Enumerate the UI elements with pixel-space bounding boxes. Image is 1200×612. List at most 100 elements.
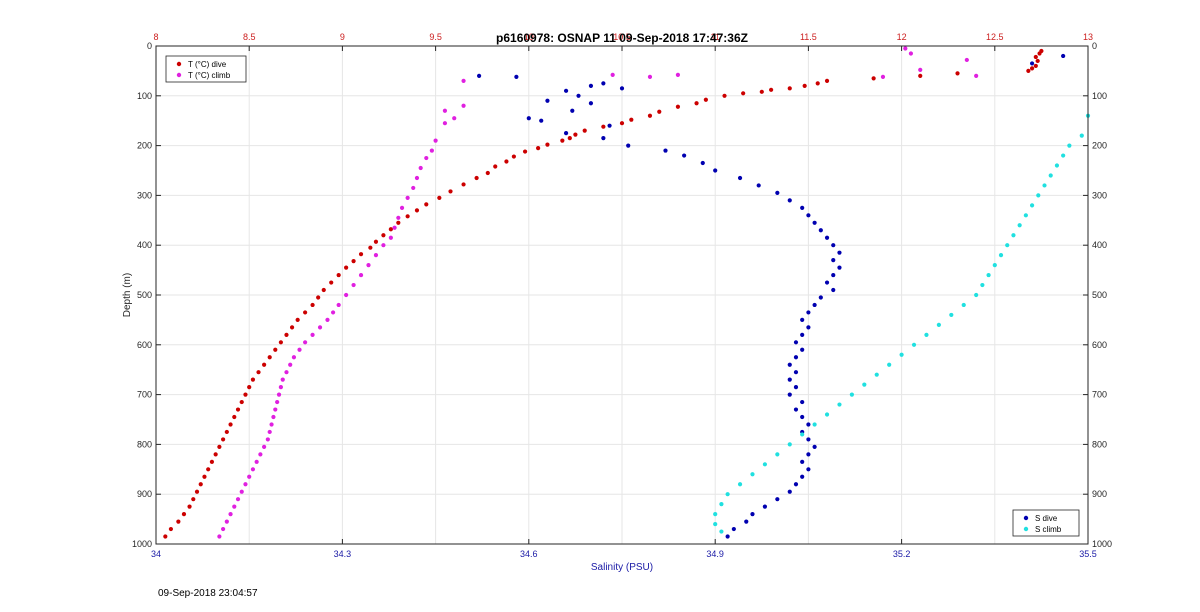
data-point bbox=[675, 72, 681, 77]
data-point bbox=[232, 504, 237, 509]
data-point bbox=[762, 504, 768, 509]
data-point bbox=[961, 302, 966, 308]
data-point bbox=[787, 392, 792, 397]
data-point bbox=[209, 459, 215, 464]
data-point bbox=[787, 442, 792, 447]
data-point bbox=[228, 512, 233, 517]
data-point bbox=[414, 208, 420, 213]
data-point bbox=[626, 143, 631, 148]
data-point bbox=[262, 362, 267, 367]
data-point bbox=[911, 342, 917, 347]
data-point bbox=[560, 138, 565, 143]
data-point bbox=[787, 489, 792, 494]
ticks: 34 34.3 34.6 34.9 35.2 35.5 8 8.5 9 9.5 10 10.5 11 11… bbox=[132, 32, 1112, 559]
data-point bbox=[373, 253, 379, 258]
data-point bbox=[806, 467, 811, 472]
data-point bbox=[986, 272, 991, 278]
data-point bbox=[831, 287, 836, 293]
data-point bbox=[769, 87, 774, 92]
data-point bbox=[800, 399, 805, 405]
x-tick-label: 34.9 bbox=[706, 549, 724, 559]
data-point bbox=[539, 118, 544, 123]
data-point bbox=[964, 57, 969, 63]
data-point bbox=[194, 489, 200, 494]
data-point bbox=[1037, 51, 1042, 56]
data-point bbox=[812, 422, 817, 427]
data-point bbox=[526, 116, 531, 121]
data-point bbox=[567, 136, 572, 141]
data-point bbox=[1029, 61, 1035, 66]
data-point bbox=[381, 243, 386, 248]
data-point bbox=[295, 317, 300, 322]
data-point bbox=[213, 452, 218, 457]
data-point bbox=[267, 355, 272, 360]
x-tick-label: 35.5 bbox=[1079, 549, 1097, 559]
data-point bbox=[418, 165, 423, 171]
data-point bbox=[862, 382, 867, 387]
x2-tick-label: 10.5 bbox=[613, 32, 631, 42]
data-point bbox=[163, 534, 168, 539]
data-point bbox=[265, 437, 270, 442]
y-tick-label-right: 500 bbox=[1092, 290, 1107, 300]
data-point bbox=[284, 332, 289, 337]
data-point bbox=[254, 459, 259, 464]
data-point bbox=[719, 529, 724, 534]
data-point bbox=[759, 89, 764, 94]
legend-t-dive-label: T (°C) dive bbox=[188, 60, 227, 69]
data-point bbox=[918, 73, 923, 78]
data-point bbox=[310, 302, 315, 308]
data-point bbox=[713, 512, 718, 517]
y-tick-label-left: 400 bbox=[137, 240, 152, 250]
data-point bbox=[800, 432, 805, 437]
data-point bbox=[725, 492, 730, 497]
data-point bbox=[284, 370, 289, 375]
data-point bbox=[388, 235, 393, 240]
data-point bbox=[800, 459, 805, 464]
data-point bbox=[176, 519, 181, 524]
data-point bbox=[217, 534, 222, 539]
data-point bbox=[504, 159, 509, 164]
data-point bbox=[831, 258, 836, 263]
data-point bbox=[262, 444, 267, 449]
data-point bbox=[424, 202, 429, 207]
data-point bbox=[570, 108, 575, 113]
data-point bbox=[563, 131, 569, 136]
data-point bbox=[793, 355, 799, 360]
data-point bbox=[485, 170, 490, 176]
data-point bbox=[824, 280, 830, 285]
series-2 bbox=[476, 53, 1066, 539]
x2-tick-label: 8.5 bbox=[243, 32, 256, 42]
data-point bbox=[344, 265, 349, 270]
data-point bbox=[812, 220, 817, 225]
data-point bbox=[793, 482, 799, 487]
data-point bbox=[275, 399, 280, 405]
y-tick-label-left: 800 bbox=[137, 439, 152, 449]
data-point bbox=[619, 86, 625, 91]
data-point bbox=[405, 195, 410, 200]
data-point bbox=[601, 136, 606, 141]
data-point bbox=[601, 81, 606, 86]
data-point bbox=[181, 512, 187, 517]
data-point bbox=[806, 422, 811, 427]
data-point bbox=[1048, 173, 1053, 178]
data-point bbox=[522, 149, 528, 154]
data-point bbox=[235, 497, 241, 502]
data-point bbox=[228, 422, 233, 427]
data-point bbox=[903, 46, 908, 51]
legend-s-dive-label: S dive bbox=[1035, 514, 1058, 523]
data-point bbox=[437, 195, 442, 200]
series-layer bbox=[163, 46, 1091, 539]
data-point bbox=[256, 370, 261, 375]
data-point bbox=[750, 512, 755, 517]
data-point bbox=[448, 189, 453, 194]
data-point bbox=[358, 272, 364, 278]
y-tick-label-left: 300 bbox=[137, 190, 152, 200]
data-point bbox=[607, 123, 612, 128]
data-point bbox=[806, 213, 811, 218]
data-point bbox=[336, 302, 341, 308]
data-point bbox=[719, 502, 724, 507]
y-tick-label-right: 800 bbox=[1092, 439, 1107, 449]
data-point bbox=[224, 519, 229, 524]
legend-right-box bbox=[1012, 509, 1080, 537]
data-point bbox=[700, 160, 705, 166]
